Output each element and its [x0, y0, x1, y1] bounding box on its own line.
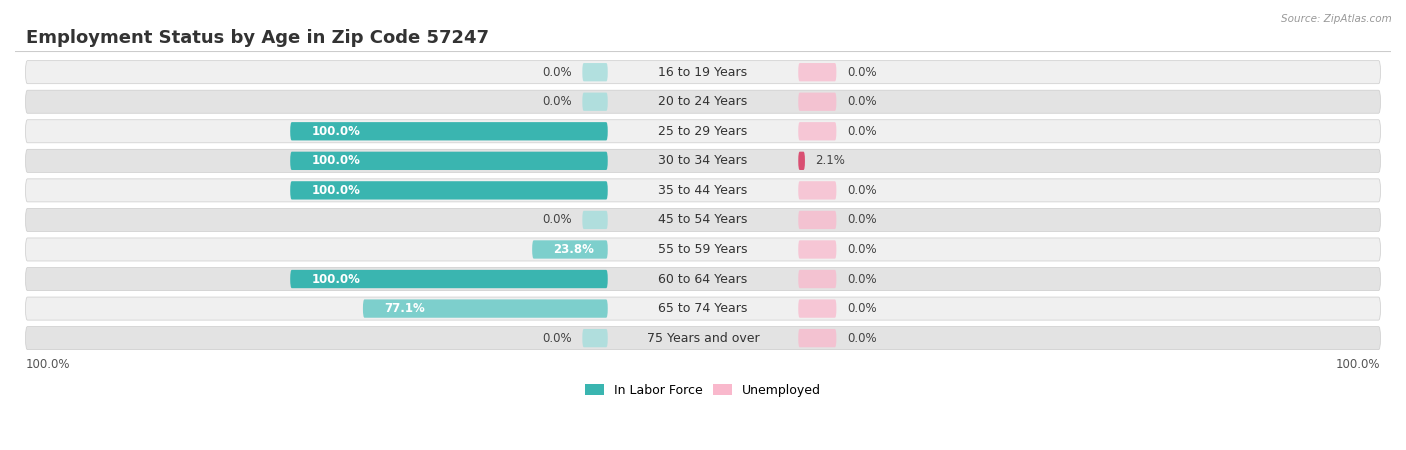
- FancyBboxPatch shape: [363, 299, 607, 318]
- FancyBboxPatch shape: [799, 93, 837, 111]
- FancyBboxPatch shape: [25, 90, 1381, 113]
- FancyBboxPatch shape: [25, 208, 1381, 231]
- FancyBboxPatch shape: [799, 240, 837, 259]
- Text: 100.0%: 100.0%: [311, 154, 360, 167]
- FancyBboxPatch shape: [25, 120, 1381, 143]
- Text: 0.0%: 0.0%: [543, 66, 572, 79]
- FancyBboxPatch shape: [799, 152, 804, 170]
- Text: 0.0%: 0.0%: [846, 302, 876, 315]
- Text: 45 to 54 Years: 45 to 54 Years: [658, 213, 748, 226]
- FancyBboxPatch shape: [290, 152, 607, 170]
- FancyBboxPatch shape: [582, 93, 607, 111]
- Text: 20 to 24 Years: 20 to 24 Years: [658, 95, 748, 108]
- Text: 100.0%: 100.0%: [1336, 358, 1381, 371]
- Text: 30 to 34 Years: 30 to 34 Years: [658, 154, 748, 167]
- FancyBboxPatch shape: [25, 267, 1381, 291]
- Text: 60 to 64 Years: 60 to 64 Years: [658, 273, 748, 286]
- Text: 25 to 29 Years: 25 to 29 Years: [658, 125, 748, 138]
- Text: 0.0%: 0.0%: [846, 184, 876, 197]
- Text: 35 to 44 Years: 35 to 44 Years: [658, 184, 748, 197]
- Text: 0.0%: 0.0%: [846, 95, 876, 108]
- FancyBboxPatch shape: [582, 329, 607, 347]
- Text: 0.0%: 0.0%: [846, 66, 876, 79]
- FancyBboxPatch shape: [25, 327, 1381, 350]
- FancyBboxPatch shape: [25, 297, 1381, 320]
- Text: Employment Status by Age in Zip Code 57247: Employment Status by Age in Zip Code 572…: [25, 29, 488, 47]
- Text: 55 to 59 Years: 55 to 59 Years: [658, 243, 748, 256]
- FancyBboxPatch shape: [290, 122, 607, 140]
- Text: Source: ZipAtlas.com: Source: ZipAtlas.com: [1281, 14, 1392, 23]
- FancyBboxPatch shape: [25, 179, 1381, 202]
- Text: 0.0%: 0.0%: [543, 213, 572, 226]
- FancyBboxPatch shape: [799, 122, 837, 140]
- Text: 0.0%: 0.0%: [846, 332, 876, 345]
- FancyBboxPatch shape: [290, 181, 607, 199]
- Text: 23.8%: 23.8%: [554, 243, 595, 256]
- Text: 2.1%: 2.1%: [815, 154, 845, 167]
- Text: 100.0%: 100.0%: [311, 184, 360, 197]
- FancyBboxPatch shape: [799, 270, 837, 288]
- FancyBboxPatch shape: [799, 63, 837, 81]
- Text: 65 to 74 Years: 65 to 74 Years: [658, 302, 748, 315]
- Text: 16 to 19 Years: 16 to 19 Years: [658, 66, 748, 79]
- Text: 0.0%: 0.0%: [846, 125, 876, 138]
- FancyBboxPatch shape: [25, 149, 1381, 172]
- FancyBboxPatch shape: [531, 240, 607, 259]
- Text: 75 Years and over: 75 Years and over: [647, 332, 759, 345]
- FancyBboxPatch shape: [799, 211, 837, 229]
- Text: 0.0%: 0.0%: [846, 273, 876, 286]
- FancyBboxPatch shape: [582, 63, 607, 81]
- FancyBboxPatch shape: [799, 329, 837, 347]
- Text: 100.0%: 100.0%: [25, 358, 70, 371]
- FancyBboxPatch shape: [25, 238, 1381, 261]
- Text: 0.0%: 0.0%: [846, 243, 876, 256]
- Text: 0.0%: 0.0%: [846, 213, 876, 226]
- FancyBboxPatch shape: [582, 211, 607, 229]
- Text: 100.0%: 100.0%: [311, 125, 360, 138]
- Legend: In Labor Force, Unemployed: In Labor Force, Unemployed: [581, 379, 825, 402]
- Text: 0.0%: 0.0%: [543, 95, 572, 108]
- Text: 0.0%: 0.0%: [543, 332, 572, 345]
- Text: 100.0%: 100.0%: [311, 273, 360, 286]
- FancyBboxPatch shape: [799, 299, 837, 318]
- FancyBboxPatch shape: [25, 61, 1381, 84]
- FancyBboxPatch shape: [799, 181, 837, 199]
- FancyBboxPatch shape: [290, 270, 607, 288]
- Text: 77.1%: 77.1%: [384, 302, 425, 315]
